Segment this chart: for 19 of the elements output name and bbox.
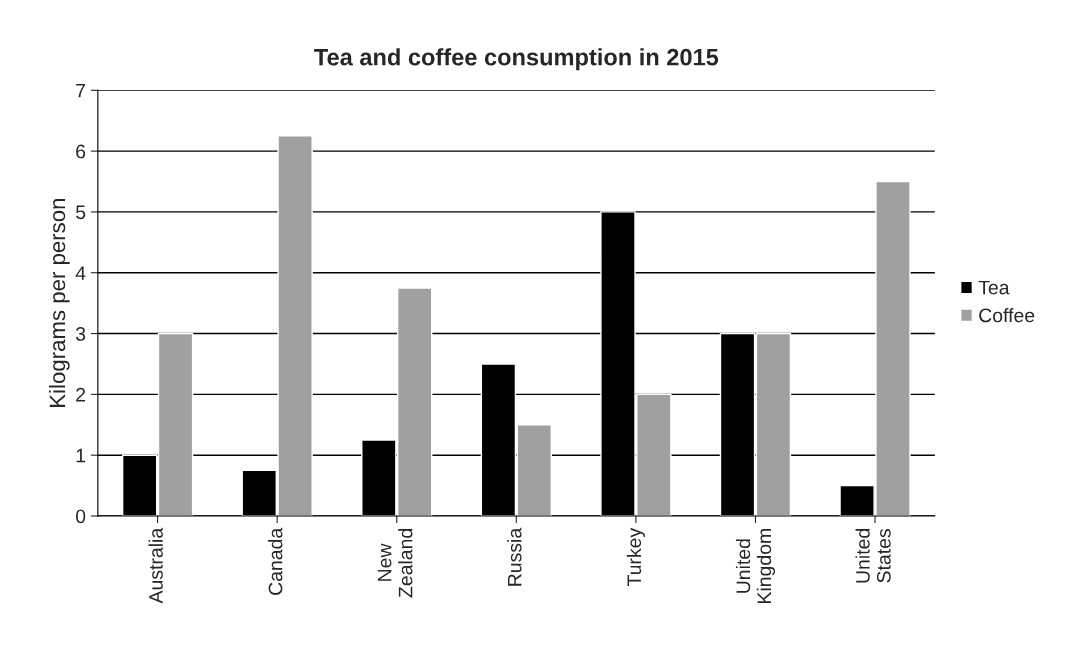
- y-axis-title: Kilograms per person: [48, 198, 70, 407]
- legend-label: Tea: [978, 280, 1010, 295]
- y-tick-label: 2: [76, 387, 86, 402]
- y-tick-label: 1: [76, 448, 86, 463]
- x-tick-label: United States: [855, 529, 891, 583]
- x-tick-label: United Kingdom: [735, 529, 775, 603]
- x-tick-label: Canada: [268, 527, 283, 595]
- y-tick-label: 0: [75, 509, 86, 524]
- x-tick-label: New Zealand: [377, 529, 413, 598]
- legend-label: Coffee: [979, 308, 1035, 323]
- x-tick-label: Russia: [507, 527, 522, 586]
- y-tick-label: 7: [76, 83, 86, 98]
- x-tick-label: Australia: [148, 527, 163, 604]
- y-tick-label: 4: [75, 266, 86, 280]
- y-tick-label: 3: [75, 327, 86, 341]
- y-tick-label: 6: [76, 144, 86, 159]
- x-tick-label: Turkey: [626, 527, 645, 587]
- chart-title: Tea and coffee consumption in 2015: [314, 48, 719, 71]
- y-tick-label: 5: [75, 205, 86, 220]
